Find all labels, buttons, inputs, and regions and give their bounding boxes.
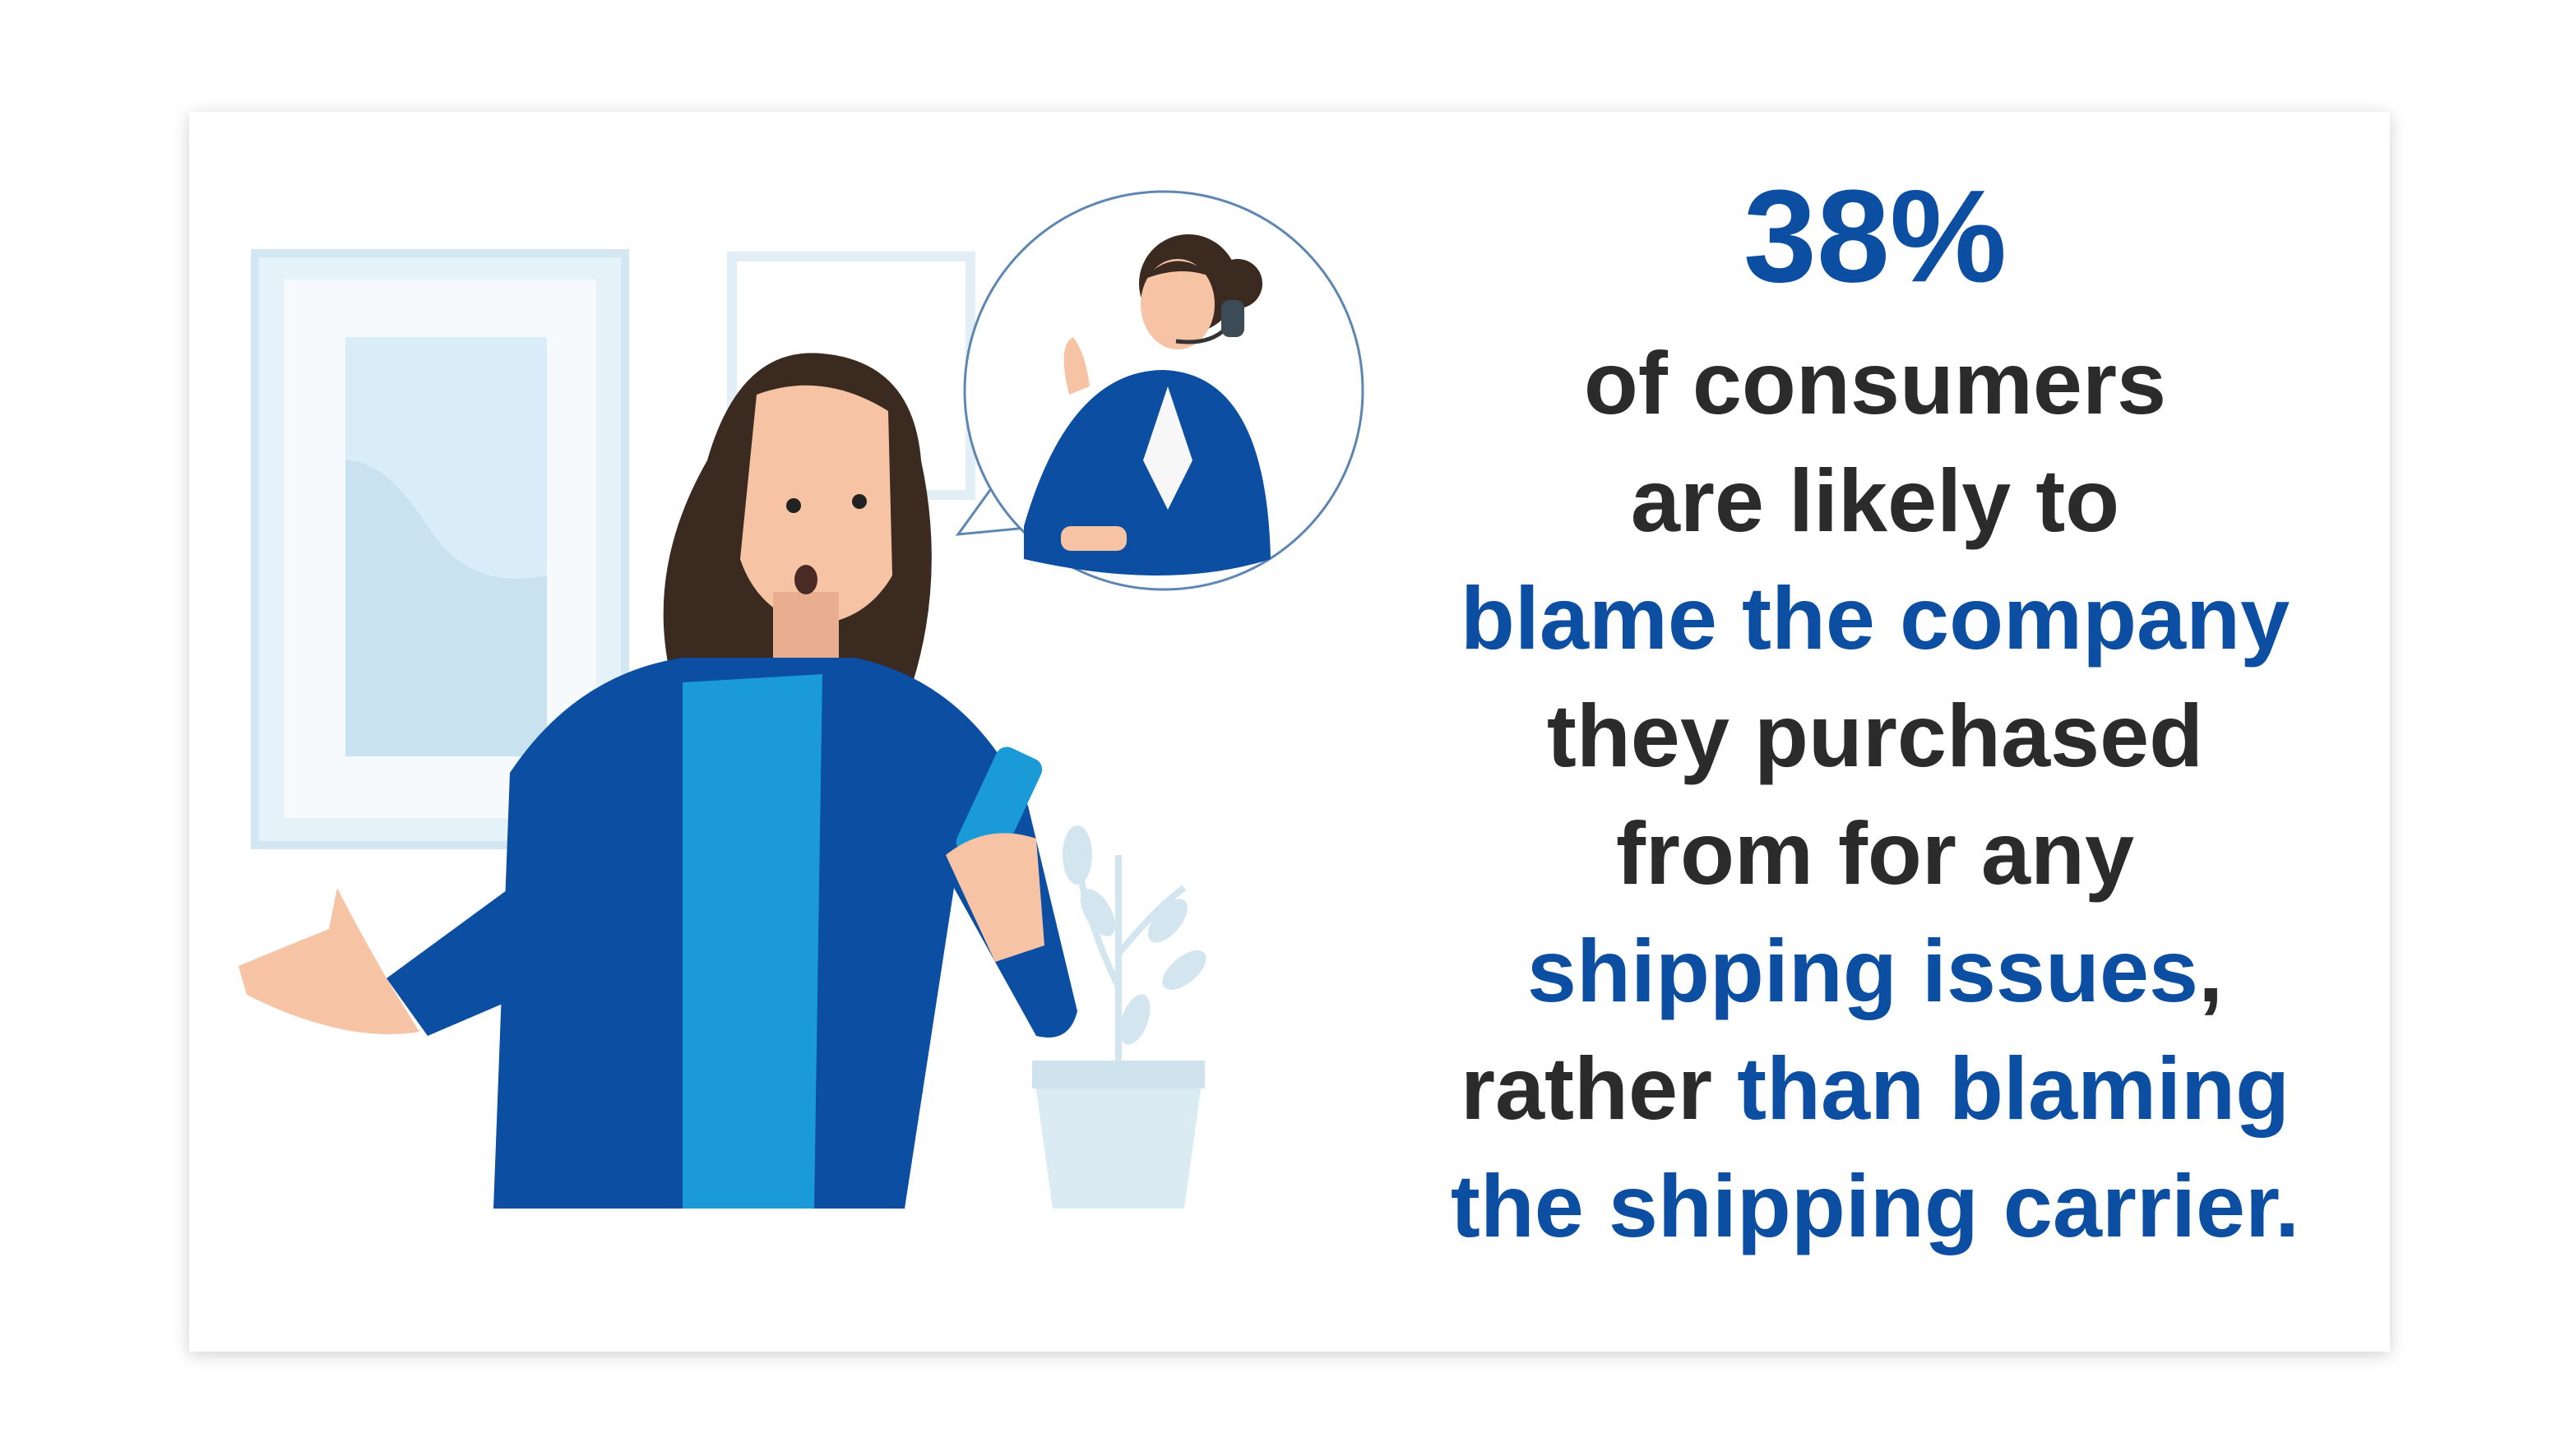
speech-bubble xyxy=(955,190,1364,591)
statement-line: from for any xyxy=(1616,803,2134,903)
statement-segment: rather xyxy=(1461,1038,1712,1138)
statement-line: they purchased xyxy=(1547,686,2203,785)
illustration xyxy=(238,190,1364,1209)
woman xyxy=(238,353,1077,1209)
statement-segment: than blaming xyxy=(1712,1038,2290,1138)
statement-segment: they purchased xyxy=(1547,686,2203,785)
statement-line: rather than blaming xyxy=(1461,1038,2290,1138)
stat: 38% xyxy=(1743,162,2007,309)
statement-segment: from for any xyxy=(1616,803,2134,903)
statement-segment: , xyxy=(2198,921,2223,1020)
statement-segment: of consumers xyxy=(1584,333,2166,432)
statement-segment: shipping issues xyxy=(1527,921,2198,1020)
statement-line: are likely to xyxy=(1631,451,2119,550)
statement-segment: the shipping carrier. xyxy=(1451,1156,2299,1255)
statement-line: the shipping carrier. xyxy=(1451,1156,2299,1255)
curtain xyxy=(345,460,547,756)
statement-segment: are likely to xyxy=(1631,451,2119,550)
statement-line: shipping issues, xyxy=(1527,921,2223,1020)
statement-line: blame the company xyxy=(1461,568,2290,668)
statement-segment: blame the company xyxy=(1461,568,2290,668)
plant xyxy=(1032,825,1206,1209)
statement-line: of consumers xyxy=(1584,333,2166,432)
statement: of consumers are likely to blame the compa… xyxy=(1451,333,2299,1255)
